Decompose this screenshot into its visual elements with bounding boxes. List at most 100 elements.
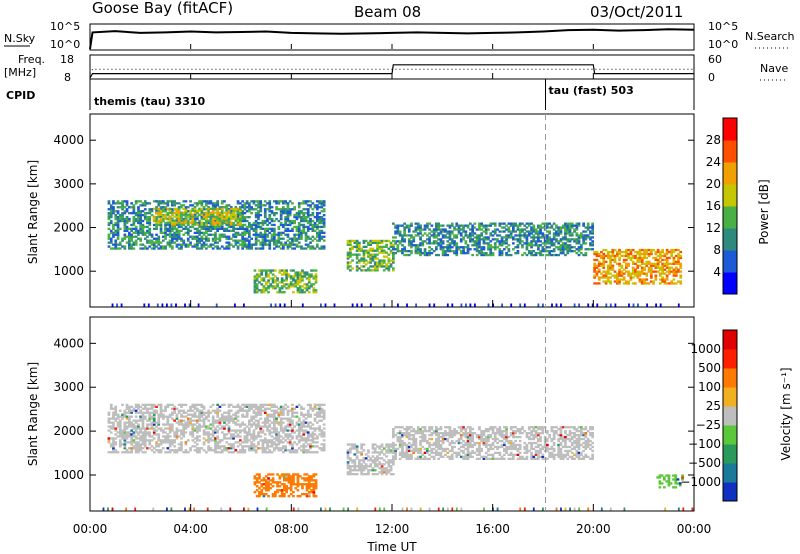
range-gate-cell — [310, 491, 313, 494]
range-gate-cell — [672, 250, 676, 254]
range-gate-cell — [276, 489, 279, 492]
range-gate-cell — [253, 291, 257, 294]
range-gate-cell — [168, 431, 172, 434]
date-title: 03/Oct/2011 — [590, 3, 683, 21]
range-gate-cell — [428, 236, 431, 239]
range-gate-cell — [448, 230, 452, 233]
range-gate-cell — [252, 449, 256, 452]
range-gate-cell — [559, 228, 563, 231]
range-gate-cell — [214, 419, 217, 422]
range-gate-cell — [316, 217, 319, 221]
range-gate-cell — [257, 233, 260, 236]
range-gate-cell — [514, 234, 517, 237]
range-gate-cell — [109, 237, 113, 240]
range-gate-cell — [659, 260, 662, 263]
range-gate-cell — [175, 303, 177, 307]
range-gate-cell — [307, 477, 311, 480]
range-gate-cell — [548, 252, 551, 255]
range-gate-cell — [196, 419, 199, 422]
range-gate-cell — [164, 415, 167, 418]
range-gate-cell — [309, 214, 312, 217]
range-gate-cell — [258, 289, 261, 292]
range-gate-cell — [414, 234, 418, 237]
range-gate-cell — [398, 240, 402, 243]
range-gate-cell — [307, 291, 311, 294]
range-gate-cell — [282, 413, 285, 416]
range-gate-cell — [297, 425, 301, 428]
range-gate-cell — [311, 229, 315, 232]
range-gate-cell — [539, 250, 542, 253]
range-gate-cell — [521, 228, 524, 231]
range-gate-cell — [441, 246, 445, 249]
range-gate-cell — [509, 234, 513, 237]
range-gate-cell — [241, 429, 244, 432]
range-gate-cell — [493, 228, 497, 231]
range-gate-cell — [182, 217, 186, 221]
range-gate-cell — [216, 245, 219, 248]
range-gate-cell — [253, 491, 257, 494]
range-gate-cell — [225, 207, 229, 210]
range-gate-cell — [198, 213, 201, 216]
range-gate-cell — [656, 258, 660, 262]
range-gate-cell — [300, 212, 303, 215]
range-gate-cell — [439, 246, 443, 249]
range-gate-cell — [298, 483, 302, 486]
range-gate-cell — [155, 225, 158, 229]
range-gate-cell — [261, 247, 265, 250]
range-gate-cell — [171, 403, 174, 406]
range-gate-cell — [304, 219, 308, 223]
range-gate-cell — [455, 236, 459, 239]
range-gate-cell — [314, 483, 318, 486]
range-gate-cell — [270, 227, 274, 230]
range-gate-cell — [223, 403, 226, 406]
range-gate-cell — [296, 271, 300, 274]
range-gate-cell — [539, 253, 542, 257]
range-gate-cell — [207, 441, 210, 444]
range-gate-cell — [609, 258, 612, 262]
range-gate-cell — [349, 261, 352, 264]
range-gate-cell — [462, 248, 465, 251]
range-gate-cell — [261, 221, 265, 225]
range-gate-cell — [548, 238, 551, 241]
range-gate-cell — [162, 231, 165, 234]
range-gate-cell — [647, 268, 651, 271]
range-gate-cell — [518, 234, 522, 237]
range-gate-cell — [310, 283, 313, 286]
range-gate-cell — [414, 244, 418, 247]
range-gate-cell — [457, 246, 461, 249]
range-gate-cell — [189, 243, 192, 246]
range-gate-cell — [318, 429, 321, 432]
range-gate-cell — [155, 233, 158, 236]
range-gate-cell — [298, 275, 302, 278]
range-gate-cell — [367, 251, 370, 254]
range-gate-cell — [245, 219, 249, 223]
range-gate-cell — [498, 242, 502, 245]
range-gate-cell — [654, 252, 658, 256]
range-gate-cell — [175, 209, 179, 212]
range-gate-cell — [283, 473, 286, 476]
range-gate-cell — [248, 243, 251, 246]
range-gate-cell — [622, 282, 626, 285]
range-gate-cell — [268, 415, 272, 418]
range-gate-cell — [659, 274, 662, 277]
range-gate-cell — [227, 219, 231, 222]
range-gate-cell — [168, 413, 172, 416]
range-gate-cell — [200, 225, 204, 229]
range-gate-cell — [353, 473, 357, 476]
range-gate-cell — [589, 232, 592, 235]
range-gate-cell — [186, 413, 190, 416]
range-gate-cell — [288, 214, 292, 217]
range-gate-cell — [288, 208, 292, 211]
range-gate-cell — [114, 243, 118, 246]
range-gate-cell — [184, 200, 188, 203]
range-gate-cell — [263, 229, 267, 232]
range-gate-cell — [134, 214, 138, 217]
range-gate-cell — [457, 224, 461, 227]
range-gate-cell — [130, 425, 133, 428]
range-gate-cell — [211, 243, 215, 246]
range-gate-cell — [280, 285, 284, 288]
range-gate-cell — [253, 283, 257, 286]
range-gate-cell — [320, 202, 324, 205]
range-gate-cell — [302, 247, 306, 250]
range-gate-cell — [112, 443, 115, 446]
